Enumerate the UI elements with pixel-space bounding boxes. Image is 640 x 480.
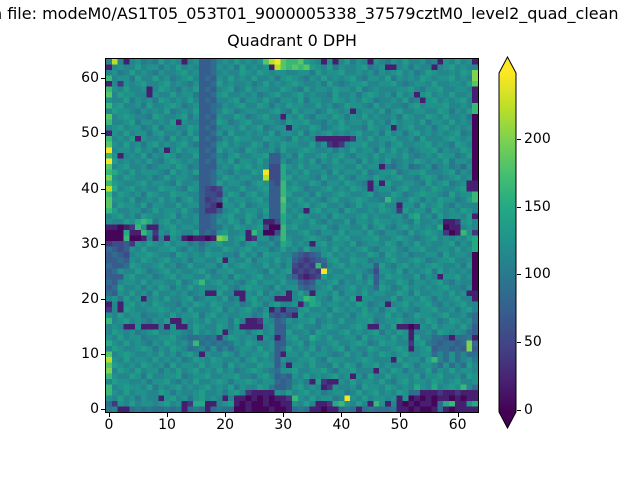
y-tick-mark xyxy=(101,188,105,190)
plot-title: Quadrant 0 DPH xyxy=(227,31,357,50)
x-tick-label: 0 xyxy=(104,417,114,433)
x-tick-mark xyxy=(457,413,459,417)
x-tick-mark xyxy=(225,413,227,417)
y-tick-mark xyxy=(101,78,105,80)
colorbar-tick-mark xyxy=(517,274,521,276)
colorbar-tick-label: 0 xyxy=(524,401,533,418)
colorbar-tick-label: 50 xyxy=(524,334,542,351)
colorbar-tick-mark xyxy=(517,206,521,208)
heatmap-image xyxy=(106,59,478,412)
x-tick-mark xyxy=(108,413,110,417)
y-tick-mark xyxy=(101,354,105,356)
colorbar-tick-mark xyxy=(517,342,521,344)
x-tick-label: 60 xyxy=(448,417,467,433)
x-tick-label: 20 xyxy=(216,417,235,433)
x-tick-label: 10 xyxy=(158,417,176,433)
heatmap-plot-area xyxy=(105,58,479,413)
y-tick-mark xyxy=(101,298,105,300)
colorbar-gradient xyxy=(498,55,517,430)
x-tick-mark xyxy=(167,413,169,417)
figure-suptitle: h file: modeM0/AS1T05_053T01_9000005338_… xyxy=(0,4,619,23)
x-tick-mark xyxy=(399,413,401,417)
x-tick-label: 40 xyxy=(332,417,351,433)
y-tick-label: 60 xyxy=(81,70,99,87)
colorbar-tick-label: 150 xyxy=(524,198,551,215)
x-tick-label: 30 xyxy=(274,417,293,433)
x-tick-label: 50 xyxy=(390,417,409,433)
colorbar-tick-label: 100 xyxy=(524,266,551,283)
y-tick-label: 10 xyxy=(81,346,99,363)
y-tick-label: 20 xyxy=(81,290,99,307)
y-tick-label: 30 xyxy=(81,235,99,252)
y-tick-label: 40 xyxy=(81,180,99,197)
y-tick-label: 50 xyxy=(81,125,99,142)
x-tick-mark xyxy=(341,413,343,417)
y-tick-mark xyxy=(101,243,105,245)
y-tick-label: 0 xyxy=(90,401,99,418)
x-tick-mark xyxy=(283,413,285,417)
y-tick-mark xyxy=(101,133,105,135)
colorbar-tick-mark xyxy=(517,138,521,140)
colorbar-tick-mark xyxy=(517,409,521,411)
y-tick-mark xyxy=(101,409,105,411)
colorbar-tick-label: 200 xyxy=(524,130,551,147)
colorbar xyxy=(498,55,517,430)
